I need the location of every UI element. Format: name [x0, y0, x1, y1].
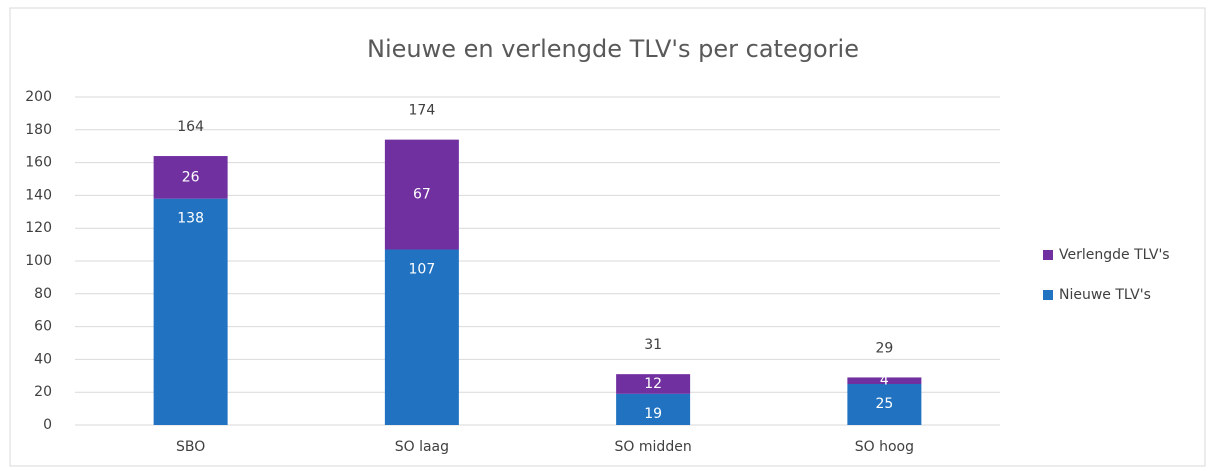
y-tick-label: 60	[34, 319, 52, 335]
x-tick-label: SO laag	[395, 439, 449, 455]
bar-segment	[616, 374, 691, 394]
y-tick-label: 120	[25, 220, 52, 236]
total-label: 174	[409, 103, 436, 119]
data-label: 138	[177, 211, 204, 227]
bar-segment	[847, 377, 922, 384]
x-tick-label: SBO	[176, 439, 205, 455]
y-tick-label: 0	[43, 417, 52, 433]
bar-segment	[384, 139, 459, 250]
y-tick-label: 20	[34, 384, 52, 400]
legend-swatch	[1043, 290, 1053, 300]
bar-segment	[616, 393, 691, 425]
data-label: 26	[182, 169, 200, 185]
y-tick-label: 100	[25, 253, 52, 269]
data-label: 67	[413, 187, 431, 203]
legend-label: Nieuwe TLV's	[1059, 287, 1151, 303]
x-tick-label: SO midden	[615, 439, 692, 455]
total-label: 29	[875, 340, 893, 356]
data-label: 25	[875, 396, 893, 412]
y-tick-label: 160	[25, 155, 52, 171]
data-label: 4	[880, 373, 889, 389]
bar-segment	[153, 156, 228, 199]
legend-label: Verlengde TLV's	[1059, 247, 1170, 263]
chart-title: Nieuwe en verlengde TLV's per categorie	[367, 35, 859, 63]
y-tick-label: 140	[25, 187, 52, 203]
x-tick-label: SO hoog	[855, 439, 914, 455]
legend-swatch	[1043, 250, 1053, 260]
bar-segment	[384, 249, 459, 425]
y-tick-label: 80	[34, 286, 52, 302]
bar-segment	[847, 384, 922, 425]
y-tick-label: 180	[25, 122, 52, 138]
data-label: 19	[644, 406, 662, 422]
data-label: 12	[644, 376, 662, 392]
total-label: 164	[177, 119, 204, 135]
data-label: 107	[409, 262, 436, 278]
y-tick-label: 200	[25, 89, 52, 105]
y-tick-label: 40	[34, 351, 52, 367]
bar-segment	[153, 198, 228, 425]
total-label: 31	[644, 337, 662, 353]
